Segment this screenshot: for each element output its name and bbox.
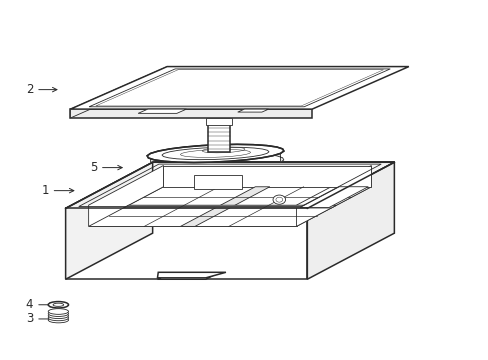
Ellipse shape (48, 313, 68, 319)
Polygon shape (65, 162, 393, 208)
Polygon shape (70, 109, 311, 118)
Polygon shape (65, 208, 307, 279)
Polygon shape (65, 162, 152, 279)
Polygon shape (150, 144, 283, 162)
Ellipse shape (48, 309, 68, 314)
Polygon shape (147, 144, 283, 162)
Text: 1: 1 (41, 184, 74, 197)
Circle shape (272, 195, 285, 204)
Polygon shape (70, 67, 408, 109)
Polygon shape (152, 162, 393, 233)
Polygon shape (237, 109, 268, 112)
Polygon shape (138, 109, 186, 113)
Polygon shape (70, 67, 167, 118)
Polygon shape (180, 187, 269, 226)
Polygon shape (296, 166, 370, 226)
Text: 4: 4 (26, 298, 54, 311)
Ellipse shape (48, 302, 68, 308)
Polygon shape (300, 187, 367, 207)
Polygon shape (88, 187, 370, 226)
Text: 2: 2 (26, 83, 57, 96)
Text: 5: 5 (89, 161, 122, 174)
Polygon shape (88, 205, 296, 226)
Ellipse shape (48, 311, 68, 316)
Ellipse shape (48, 317, 68, 323)
Polygon shape (157, 272, 225, 278)
Polygon shape (194, 175, 242, 189)
Text: 3: 3 (26, 312, 54, 325)
Polygon shape (88, 166, 163, 226)
Ellipse shape (48, 315, 68, 321)
Polygon shape (163, 166, 370, 187)
Polygon shape (89, 69, 389, 107)
Ellipse shape (53, 303, 63, 306)
Polygon shape (205, 118, 231, 125)
Polygon shape (307, 162, 393, 279)
Polygon shape (157, 274, 216, 279)
Polygon shape (208, 122, 229, 152)
Polygon shape (123, 205, 336, 208)
